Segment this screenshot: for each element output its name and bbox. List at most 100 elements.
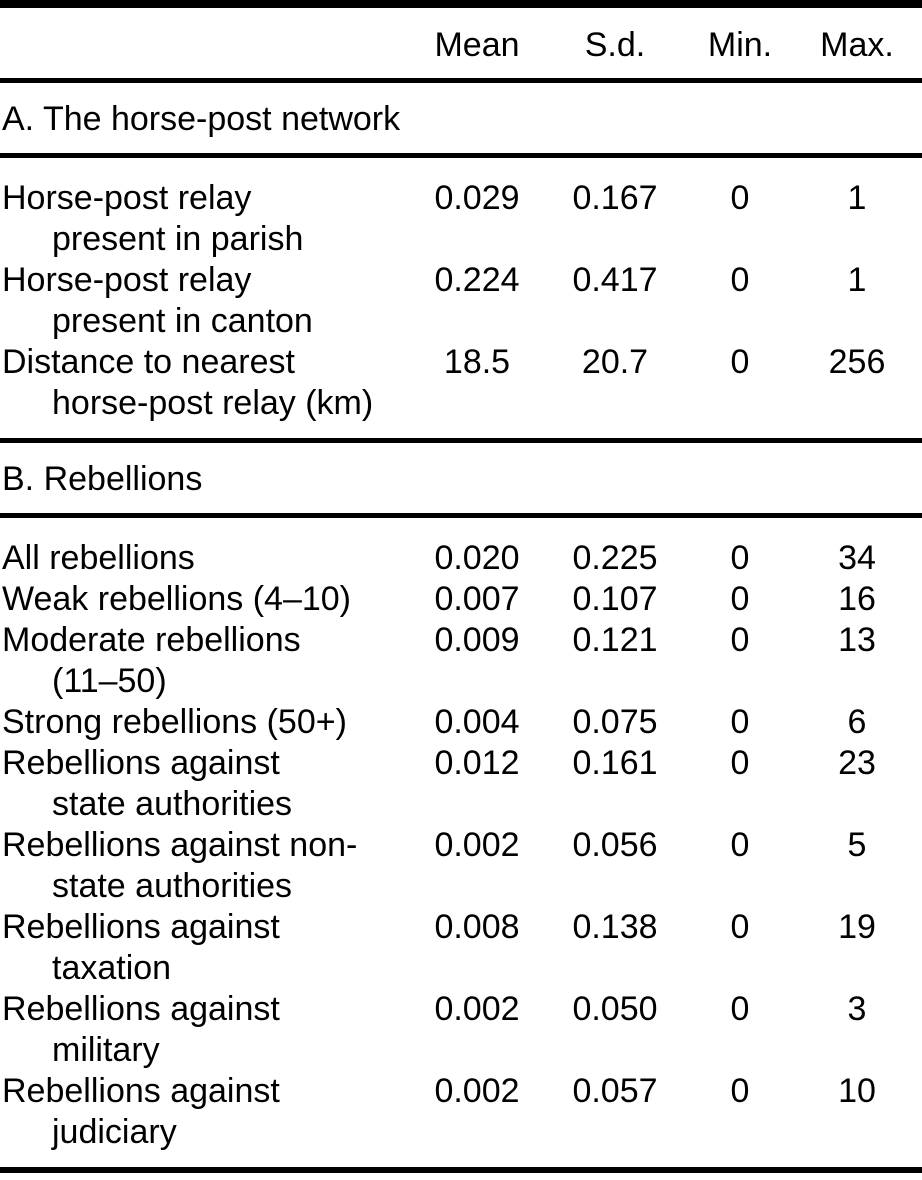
table-top-rule [0,0,922,8]
table-body: A. The horse-post network Horse-post rel… [0,83,922,1173]
cell-sd: 0.161 [572,744,658,782]
row-label-line1: Strong rebellions (50+) [2,703,347,741]
cell-max: 5 [847,826,867,864]
row-label-line1: Distance to nearest [2,343,295,381]
table-section: B. Rebellions All rebellions 0.020 0.225… [0,443,922,1173]
row-label-line1: Rebellions against non- [2,826,358,864]
cell-max: 13 [838,621,876,659]
cell-mean: 18.5 [443,343,511,381]
row-label-line1: Rebellions against [2,908,280,946]
table-row: Horse-post relay present in canton 0.224… [0,260,922,342]
cell-min: 0 [730,703,750,741]
row-label-line1: Horse-post relay [2,261,252,299]
row-label-line1: Weak rebellions (4–10) [2,580,351,618]
cell-mean: 0.224 [434,261,520,299]
cell-sd: 0.107 [572,580,658,618]
table-section: A. The horse-post network Horse-post rel… [0,83,922,443]
table-header-row: Mean S.d. Min. Max. [0,8,922,83]
table-row: Rebellions against military 0.002 0.050 … [0,989,922,1071]
cell-max: 1 [847,261,867,299]
table-row: Moderate rebellions (11–50) 0.009 0.121 … [0,620,922,702]
cell-min: 0 [730,539,750,577]
cell-sd: 0.225 [572,539,658,577]
row-label-line2: state authorities [52,867,293,905]
cell-max: 1 [847,179,867,217]
table-row: Weak rebellions (4–10) 0.007 0.107 0 16 [0,579,922,620]
row-label: Rebellions against military [0,989,412,1071]
cell-mean: 0.007 [434,580,520,618]
table-row: Rebellions against judiciary 0.002 0.057… [0,1071,922,1153]
cell-mean: 0.004 [434,703,520,741]
cell-min: 0 [730,621,750,659]
row-label-line1: Horse-post relay [2,179,252,217]
row-label: Moderate rebellions (11–50) [0,620,412,702]
header-min: Min. [707,26,773,64]
cell-max: 6 [847,703,867,741]
cell-mean: 0.002 [434,826,520,864]
table-row: Rebellions against non- state authoritie… [0,825,922,907]
table-row: Distance to nearest horse-post relay (km… [0,342,922,424]
row-label: Weak rebellions (4–10) [0,579,412,620]
row-label: All rebellions [0,538,412,579]
cell-sd: 0.138 [572,908,658,946]
row-label-line1: Moderate rebellions [2,621,301,659]
cell-min: 0 [730,826,750,864]
row-label-line2: judiciary [52,1113,177,1151]
row-label-line2: taxation [52,949,172,987]
cell-min: 0 [730,343,750,381]
cell-mean: 0.009 [434,621,520,659]
cell-mean: 0.020 [434,539,520,577]
cell-max: 3 [847,990,867,1028]
cell-max: 23 [838,744,876,782]
row-label: Rebellions against non- state authoritie… [0,825,412,907]
cell-max: 10 [838,1072,876,1110]
cell-sd: 0.121 [572,621,658,659]
cell-max: 256 [828,343,886,381]
section-rows: All rebellions 0.020 0.225 0 34 Weak reb… [0,518,922,1173]
row-label: Distance to nearest horse-post relay (km… [0,342,412,424]
row-label-line2: state authorities [52,785,293,823]
row-label-line1: All rebellions [2,539,195,577]
cell-min: 0 [730,908,750,946]
row-label-line2: (11–50) [52,662,167,700]
cell-mean: 0.002 [434,1072,520,1110]
row-label: Horse-post relay present in canton [0,260,412,342]
cell-sd: 0.050 [572,990,658,1028]
cell-sd: 0.075 [572,703,658,741]
cell-min: 0 [730,580,750,618]
cell-min: 0 [730,261,750,299]
cell-sd: 0.056 [572,826,658,864]
cell-sd: 20.7 [581,343,649,381]
row-label-line2: military [52,1031,160,1069]
header-max: Max. [820,26,894,64]
row-label-line1: Rebellions against [2,990,280,1028]
table-row: Rebellions against state authorities 0.0… [0,743,922,825]
row-label-line2: present in canton [52,302,313,340]
cell-mean: 0.029 [434,179,520,217]
row-label: Rebellions against state authorities [0,743,412,825]
table-row: All rebellions 0.020 0.225 0 34 [0,538,922,579]
section-title: A. The horse-post network [0,83,922,158]
cell-min: 0 [730,179,750,217]
cell-min: 0 [730,990,750,1028]
cell-sd: 0.057 [572,1072,658,1110]
cell-min: 0 [730,1072,750,1110]
row-label-line2: present in parish [52,220,304,258]
table-row: Horse-post relay present in parish 0.029… [0,178,922,260]
row-label-line2: horse-post relay (km) [52,384,374,422]
row-label: Strong rebellions (50+) [0,702,412,743]
row-label-line1: Rebellions against [2,1072,280,1110]
cell-max: 19 [838,908,876,946]
section-title: B. Rebellions [0,443,922,518]
cell-sd: 0.417 [572,261,658,299]
row-label-line1: Rebellions against [2,744,280,782]
row-label: Rebellions against judiciary [0,1071,412,1153]
cell-sd: 0.167 [572,179,658,217]
cell-mean: 0.012 [434,744,520,782]
cell-mean: 0.008 [434,908,520,946]
cell-max: 16 [838,580,876,618]
header-sd: S.d. [584,26,646,64]
cell-min: 0 [730,744,750,782]
section-rows: Horse-post relay present in parish 0.029… [0,158,922,443]
